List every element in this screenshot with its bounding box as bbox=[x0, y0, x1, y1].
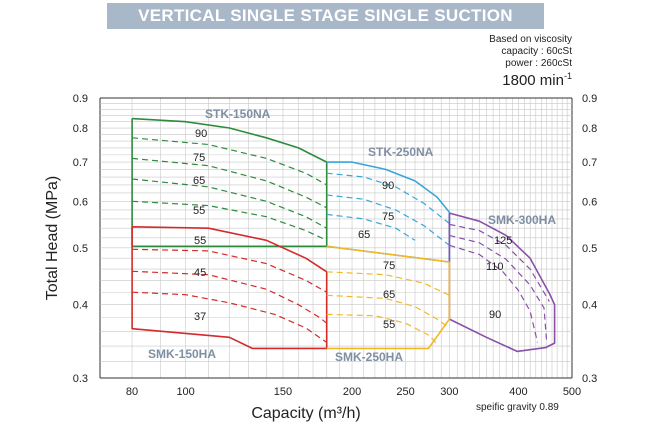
y-tick-label-right: 0.8 bbox=[582, 123, 597, 135]
basis-line-3: power : 260cSt bbox=[505, 58, 572, 69]
x-tick-label: 400 bbox=[509, 386, 527, 398]
smk-300ha-envelope bbox=[448, 212, 556, 353]
smk-250ha-envelope bbox=[326, 245, 451, 350]
specific-gravity-note: speific gravity 0.89 bbox=[476, 402, 559, 413]
y-axis-title: Total Head (MPa) bbox=[44, 176, 61, 301]
smk-250ha-efficiency-label: 75 bbox=[383, 260, 395, 272]
stk-150na-efficiency-label: 65 bbox=[193, 175, 205, 187]
stk-150na-efficiency-label: 55 bbox=[193, 205, 205, 217]
smk-300ha-efficiency-label: 90 bbox=[489, 309, 501, 321]
smk-150ha-efficiency-curve bbox=[132, 270, 328, 324]
y-tick-label-left: 0.4 bbox=[73, 300, 88, 312]
x-tick-label: 150 bbox=[274, 386, 292, 398]
smk-150ha-efficiency-curve bbox=[132, 248, 327, 293]
y-tick-label-left: 0.6 bbox=[73, 196, 88, 208]
chart-grid bbox=[99, 97, 573, 379]
stk-250na-model-label: STK-250NA bbox=[368, 145, 434, 159]
y-tick-label-right: 0.9 bbox=[582, 93, 597, 105]
x-tick-label: 300 bbox=[440, 386, 458, 398]
pump-curves bbox=[131, 117, 556, 353]
y-tick-label-right: 0.3 bbox=[582, 373, 597, 385]
smk-300ha-efficiency-curve bbox=[449, 223, 550, 302]
smk-250ha-model-label: SMK-250HA bbox=[335, 350, 403, 364]
smk-250ha-efficiency-curve bbox=[326, 313, 438, 345]
speed-exponent: -1 bbox=[563, 71, 572, 81]
smk-150ha-efficiency-label: 45 bbox=[194, 267, 206, 279]
x-axis-title: Capacity (m³/h) bbox=[251, 405, 360, 422]
y-tick-label-left: 0.5 bbox=[73, 243, 88, 255]
smk-250ha-efficiency-label: 55 bbox=[383, 319, 395, 331]
y-tick-label-left: 0.8 bbox=[73, 123, 88, 135]
stk-250na-efficiency-label: 75 bbox=[382, 211, 394, 223]
smk-300ha-efficiency-curve bbox=[449, 244, 539, 343]
stk-150na-model-label: STK-150NA bbox=[205, 107, 271, 121]
smk-300ha-model-label: SMK-300HA bbox=[488, 213, 556, 227]
x-tick-label: 100 bbox=[176, 386, 194, 398]
stk-150na-efficiency-label: 75 bbox=[193, 152, 205, 164]
y-tick-label-left: 0.9 bbox=[73, 93, 88, 105]
chart-title-banner: VERTICAL SINGLE STAGE SINGLE SUCTION bbox=[107, 3, 544, 29]
x-tick-label: 250 bbox=[396, 386, 414, 398]
smk-150ha-efficiency-label: 37 bbox=[194, 311, 206, 323]
y-tick-label-right: 0.7 bbox=[582, 157, 597, 169]
stk-250na-efficiency-label: 65 bbox=[358, 229, 370, 241]
y-tick-label-right: 0.5 bbox=[582, 243, 597, 255]
viscosity-basis-note: Based on viscosity capacity : 60cSt powe… bbox=[489, 34, 572, 70]
smk-150ha-efficiency-curve bbox=[132, 291, 328, 343]
stk-150na-efficiency-curve bbox=[132, 137, 327, 186]
y-tick-label-right: 0.4 bbox=[582, 300, 597, 312]
basis-line-1: Based on viscosity bbox=[489, 34, 572, 45]
smk-150ha-efficiency-label: 55 bbox=[194, 235, 206, 247]
stk-150na-envelope bbox=[131, 117, 328, 248]
smk-150ha-model-label: SMK-150HA bbox=[148, 347, 216, 361]
speed-value: 1800 min bbox=[502, 72, 564, 89]
stk-150na-efficiency-curve bbox=[132, 178, 327, 229]
x-tick-label: 200 bbox=[343, 386, 361, 398]
stk-250na-efficiency-label: 90 bbox=[382, 180, 394, 192]
basis-line-2: capacity : 60cSt bbox=[501, 46, 572, 57]
stk-250na-efficiency-curve bbox=[326, 194, 450, 246]
chart-title: VERTICAL SINGLE STAGE SINGLE SUCTION bbox=[138, 6, 513, 25]
stk-150na-efficiency-curve bbox=[132, 157, 327, 209]
smk-300ha-efficiency-label: 125 bbox=[494, 235, 512, 247]
y-tick-label-left: 0.7 bbox=[73, 157, 88, 169]
stk-250na-efficiency-curve bbox=[326, 213, 416, 241]
smk-300ha-efficiency-label: 110 bbox=[486, 261, 504, 273]
stk-150na-efficiency-label: 90 bbox=[195, 128, 207, 140]
smk-150ha-envelope bbox=[131, 226, 328, 350]
stk-150na-efficiency-curve bbox=[132, 200, 327, 241]
x-tick-label: 500 bbox=[563, 386, 581, 398]
smk-250ha-efficiency-label: 65 bbox=[383, 289, 395, 301]
smk-300ha-efficiency-curve bbox=[449, 234, 548, 343]
y-tick-label-right: 0.6 bbox=[582, 196, 597, 208]
y-tick-label-left: 0.3 bbox=[73, 373, 88, 385]
smk-250ha-efficiency-curve bbox=[326, 271, 450, 296]
x-tick-label: 80 bbox=[126, 386, 138, 398]
rotational-speed: 1800 min-1 bbox=[502, 71, 572, 89]
stk-250na-efficiency-curve bbox=[326, 172, 450, 224]
